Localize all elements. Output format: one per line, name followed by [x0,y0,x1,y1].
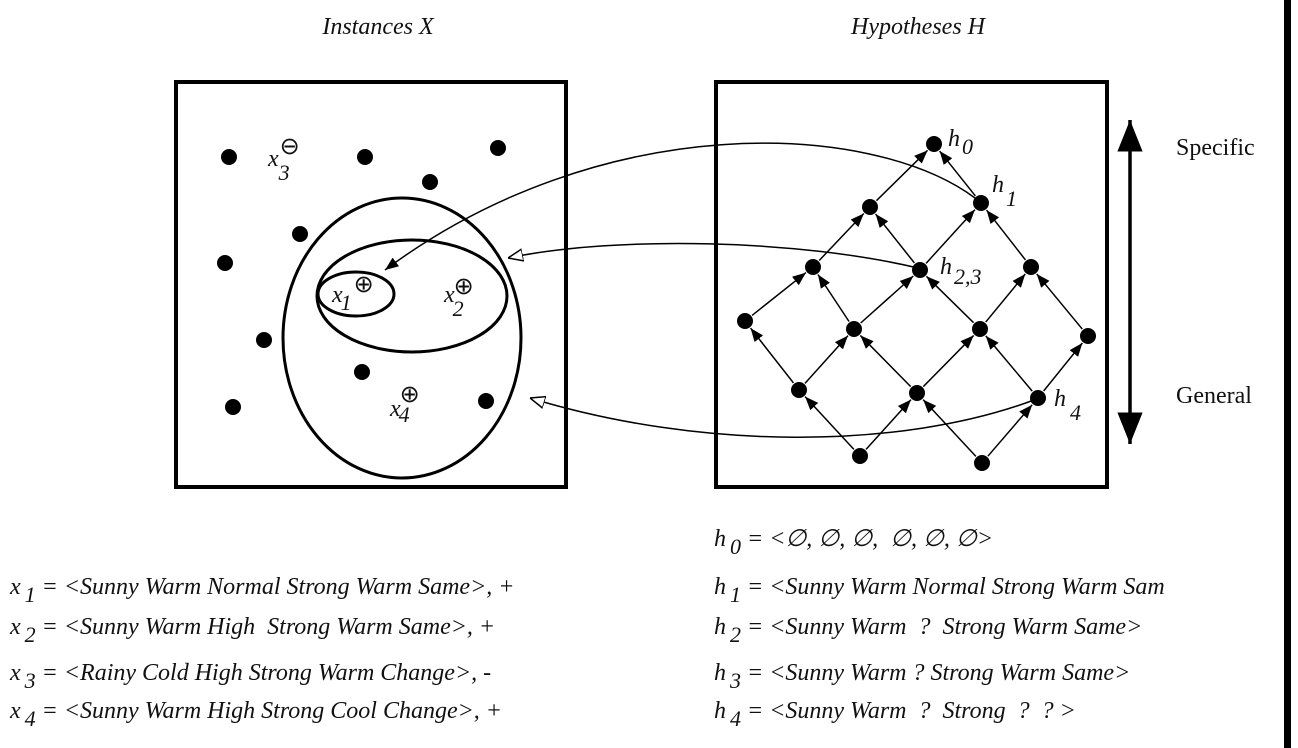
definition-text: = <Sunny Warm High Strong Warm Same>, + [42,614,495,640]
x2-label: x 2⊕ [443,274,474,321]
definition-sub: 3 [729,668,741,693]
definition-text: = <Sunny Warm Normal Strong Warm Same>, … [42,574,515,600]
definition: h 4 = <Sunny Warm ? Strong ? ? > [714,698,1076,731]
lattice-node [972,321,988,337]
lattice-edge [749,327,795,384]
x1-label: x1⊕ [331,272,374,315]
h23-label: h2,3 [940,254,982,289]
lattice-edge [804,335,849,384]
definition-sub: 2 [730,622,741,647]
hypothesis-definitions: h 0 = <∅, ∅, ∅, ∅, ∅, ∅>h 1 = <Sunny Warm No… [714,526,1165,731]
definition-text: = <Sunny Warm ? Strong Warm Same> [747,614,1142,640]
lattice-edge [875,149,929,202]
definition: x 3 = <Rainy Cold High Strong Warm Change>… [9,660,491,693]
definition-sub: 1 [25,582,36,607]
h1-label: h1 [992,172,1017,211]
x3-label: x3⊖ [267,134,300,185]
definition-var: h [714,660,726,686]
definition-var: x [9,574,21,600]
definition-var: x [9,614,21,640]
instance-definitions: x 1 = <Sunny Warm Normal Strong Warm Same>… [9,574,514,731]
lattice-edges [749,149,1083,457]
lattice-edge [859,334,912,388]
definition-text: = <Sunny Warm ? Strong ? ? > [747,698,1076,724]
lattice-node [1080,328,1096,344]
lattice-node [1023,259,1039,275]
instances-title: Instances X [321,14,435,40]
definition-var: h [714,614,726,640]
definition-sub: 0 [730,534,741,559]
lattice-node [909,385,925,401]
axis-top: Specific [1176,135,1255,161]
lattice-node [846,321,862,337]
definition: h 0 = <∅, ∅, ∅, ∅, ∅, ∅> [714,526,993,559]
definition-var: h [714,698,726,724]
instance-dots [217,140,506,415]
h0-label: h0 [948,126,973,159]
lattice-nodes [737,136,1096,471]
lattice-node [974,455,990,471]
lattice-edge [985,335,1033,392]
lattice-edge [985,273,1026,323]
hypotheses-title: Hypotheses H [850,14,987,40]
lattice-node [973,195,989,211]
definition-sub: 3 [24,668,36,693]
axis-bottom: General [1176,383,1252,409]
definition-var: x [9,698,21,724]
definition: x 2 = <Sunny Warm High Strong Warm Same>, … [9,614,495,647]
definition: h 3 = <Sunny Warm ? Strong Warm Same> [714,660,1130,693]
lattice-edge [987,404,1033,457]
lattice-node [852,448,868,464]
lattice-edge [925,209,976,264]
lattice-edge [922,334,975,388]
definition-var: h [714,526,726,552]
definition-text: = <∅, ∅, ∅, ∅, ∅, ∅> [747,526,993,552]
definition-var: h [714,574,726,600]
edge-bar [1284,0,1291,748]
mapping-arrows [384,142,1035,438]
lattice-node [805,259,821,275]
lattice-edge [875,213,915,264]
lattice-edge [925,275,975,324]
lattice-edge [804,396,855,450]
instances-box [174,80,568,489]
x4-label: x4⊕ [389,382,420,427]
definition-sub: 1 [730,582,741,607]
lattice-edge [865,399,912,450]
lattice-edge [817,274,850,322]
h4-label: h4 [1054,386,1081,425]
definition: x 1 = <Sunny Warm Normal Strong Warm Same>… [9,574,514,607]
lattice-edge [939,150,976,197]
definition: h 2 = <Sunny Warm ? Strong Warm Same> [714,614,1142,647]
instance-sets [281,196,523,480]
lattice-node [791,382,807,398]
definition-text: = <Sunny Warm High Strong Cool Change>, … [42,698,502,724]
lattice-edge [1036,273,1083,330]
definition-var: x [9,660,21,686]
definition: h 1 = <Sunny Warm Normal Strong Warm Sam [714,574,1165,607]
lattice-edge [922,399,977,457]
lattice-edge [860,275,914,324]
definition-text: = <Rainy Cold High Strong Warm Change>, … [42,660,491,686]
definition-sub: 2 [25,622,36,647]
lattice-edge [1043,342,1083,392]
definition-text: = <Sunny Warm Normal Strong Warm Sam [747,574,1165,600]
hypotheses-box [714,80,1109,489]
lattice-node [1030,390,1046,406]
lattice-node [862,199,878,215]
lattice-edge [751,272,807,316]
definition: x 4 = <Sunny Warm High Strong Cool Change>… [9,698,502,731]
definition-text: = <Sunny Warm ? Strong Warm Same> [747,660,1130,686]
lattice-edge [985,209,1027,261]
definition-sub: 4 [25,706,36,731]
lattice-node [926,136,942,152]
definition-sub: 4 [730,706,741,731]
lattice-node [912,262,928,278]
lattice-node [737,313,753,329]
